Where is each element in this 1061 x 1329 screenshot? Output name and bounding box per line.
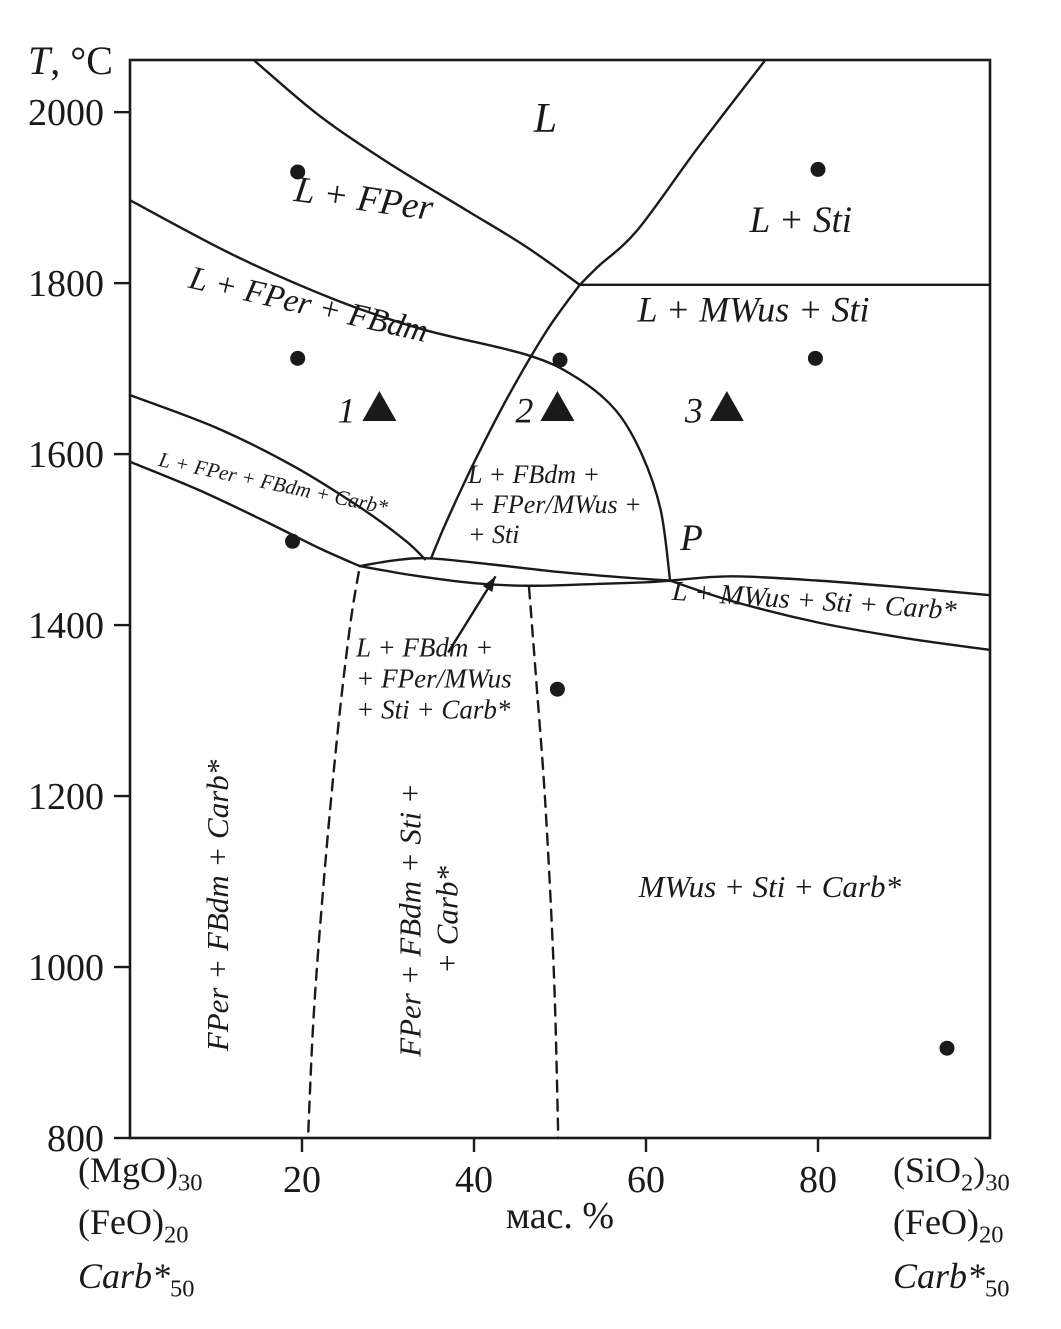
- plot-frame: [128, 58, 992, 1140]
- y-tick-label: 1000: [28, 947, 104, 989]
- left-endpoint-composition-line3: Carb*50: [78, 1256, 195, 1303]
- y-tick-label: 1200: [28, 776, 104, 818]
- y-tick-label: 1600: [28, 434, 104, 476]
- region-label-L-FPer-FBdm-Carb: L + FPer + FBdm + Carb*: [156, 447, 391, 519]
- phase-boundary-band-top: [668, 575, 992, 597]
- region-label-FPer-FBdm-Sti-Carb: FPer + FBdm + Sti ++ Carb*: [393, 783, 465, 1058]
- data-point-circle: [552, 352, 568, 368]
- y-tick-label: 1400: [28, 605, 104, 647]
- triangle-number-1: 1: [337, 391, 355, 431]
- phase-boundary-FPer-FBdm-right: [128, 199, 672, 582]
- data-point-triangle-3: [709, 391, 744, 422]
- y-axis-title: T, °C: [28, 38, 113, 83]
- region-label-L-FBdm-FPer-MWus-Sti-Carb: L + FBdm + + FPer/MWus + Sti + Carb*: [355, 633, 511, 725]
- annotation-arrowhead: [482, 576, 496, 592]
- right-endpoint-composition-line3: Carb*50: [893, 1256, 1010, 1303]
- region-label-L-MWus-Sti-Carb: L + MWus + Sti + Carb*: [670, 576, 957, 627]
- region-label-P-label: P: [679, 518, 703, 559]
- data-point-circle: [290, 164, 306, 180]
- right-endpoint-composition-line1: (SiO2)30: [893, 1150, 1010, 1197]
- phase-boundary-lens-top: [358, 556, 672, 582]
- data-point-circle: [290, 350, 306, 366]
- y-tick-label: 1800: [28, 263, 104, 305]
- data-point-circle: [285, 533, 301, 549]
- phase-boundary-band-bottom: [668, 579, 992, 652]
- phase-boundary-dashed-left: [306, 570, 360, 1140]
- x-tick-label: 60: [627, 1159, 665, 1201]
- data-point-triangle-1: [362, 391, 397, 422]
- x-tick-label: 20: [283, 1159, 321, 1201]
- left-endpoint-composition-line2: (FeO)20: [78, 1202, 188, 1249]
- data-point-circle: [810, 161, 826, 177]
- data-point-circle: [807, 350, 823, 366]
- data-point-triangle-2: [540, 391, 575, 422]
- phase-boundary-carb-wedge-top: [128, 393, 427, 561]
- region-label-L-MWus-Sti: L + MWus + Sti: [637, 290, 870, 330]
- x-axis-title: мас. %: [505, 1195, 615, 1237]
- region-label-L-FBdm-FPer-MWus-Sti: L + FBdm + + FPer/MWus + + Sti: [467, 460, 642, 549]
- right-endpoint-composition-line2: (FeO)20: [893, 1202, 1003, 1249]
- region-label-MWus-Sti-Carb: MWus + Sti + Carb*: [638, 869, 902, 904]
- phase-boundary-liquidus-L-FPer: [253, 59, 581, 287]
- region-label-L-Sti: L + Sti: [749, 200, 852, 241]
- region-label-FPer-FBdm-Carb: FPer + FBdm + Carb*: [200, 759, 235, 1052]
- triangle-number-3: 3: [684, 391, 703, 431]
- data-point-circle: [939, 1040, 955, 1056]
- phase-boundary-lens-bottom: [358, 564, 672, 587]
- phase-boundary-liquidus-L-Sti: [578, 59, 766, 287]
- data-point-circle: [549, 681, 565, 697]
- x-tick-label: 80: [799, 1159, 837, 1201]
- phase-boundary-FBdm-region-left: [429, 283, 581, 560]
- region-label-L-FPer-FBdm: L + FPer + FBdm: [185, 260, 432, 350]
- phase-boundary-carb-wedge-bottom: [128, 460, 361, 568]
- triangle-number-2: 2: [515, 391, 533, 431]
- y-tick-label: 2000: [28, 92, 104, 134]
- left-endpoint-composition-line1: (MgO)30: [78, 1150, 202, 1197]
- x-tick-label: 40: [455, 1159, 493, 1201]
- phase-boundary-dashed-right: [527, 586, 560, 1140]
- region-label-L: L: [533, 96, 557, 142]
- y-tick-label: 800: [47, 1118, 104, 1160]
